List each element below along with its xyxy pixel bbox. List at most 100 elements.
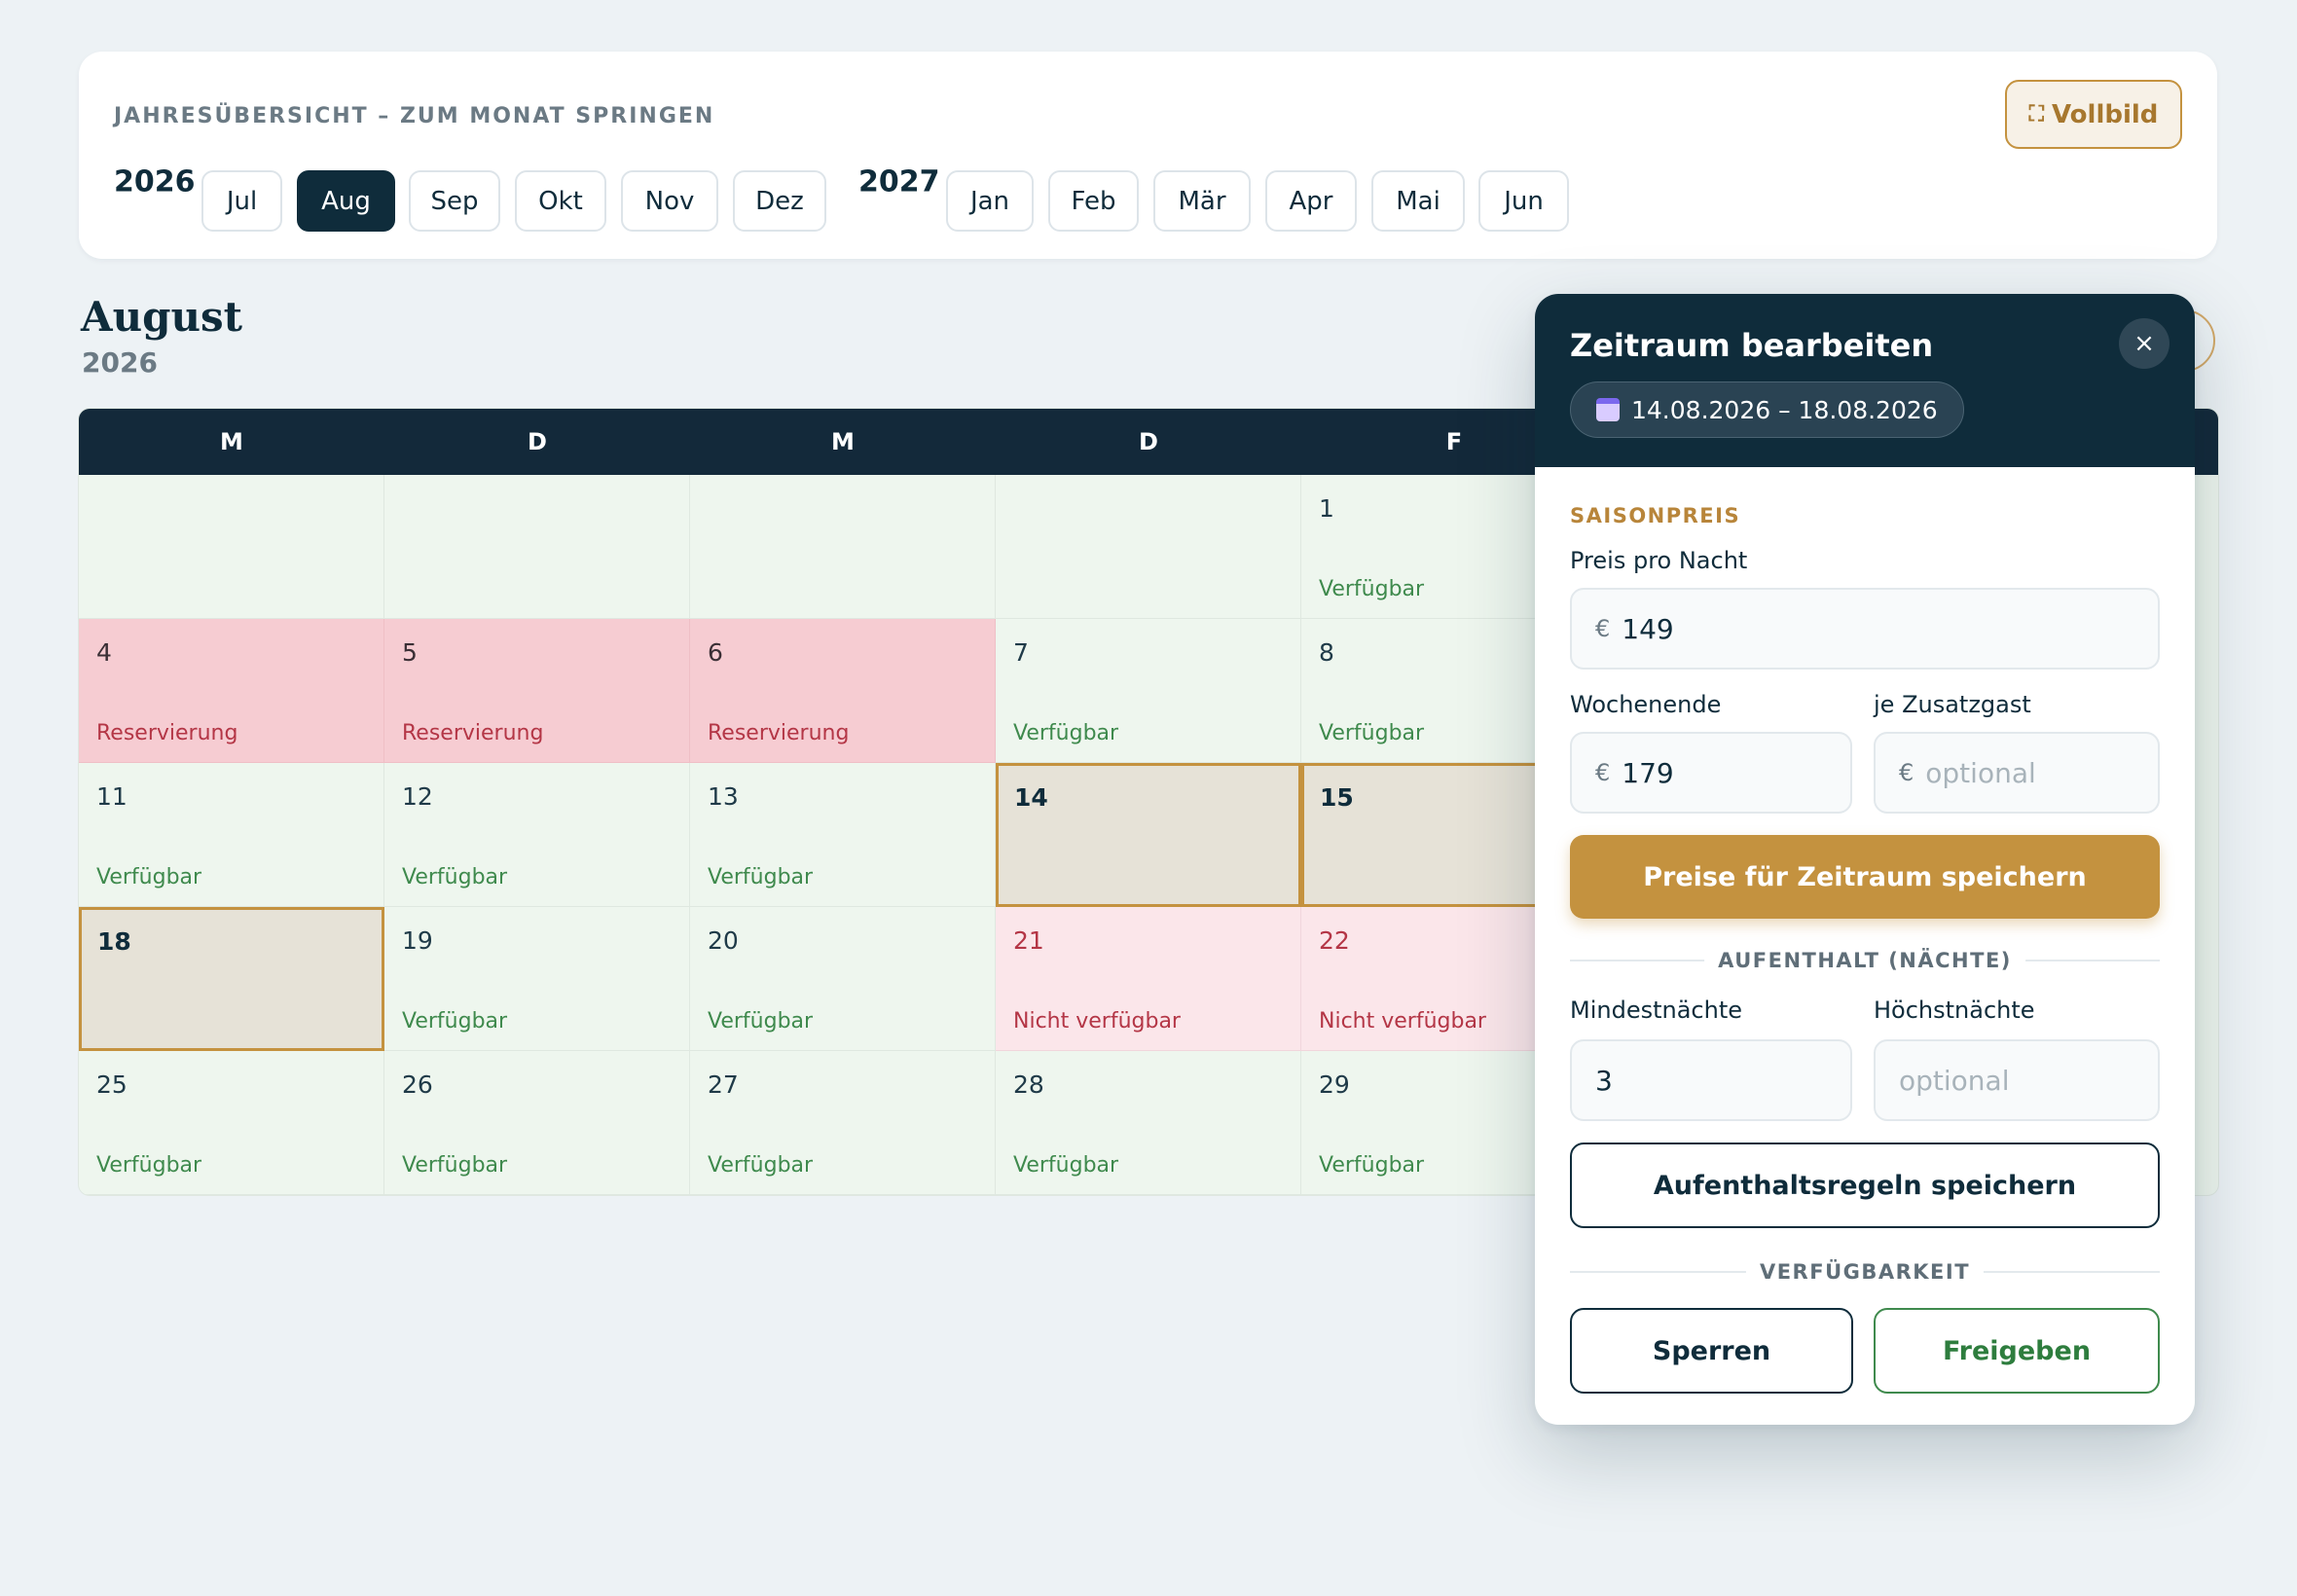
calendar-day-cell[interactable]: 26 Verfügbar	[384, 1051, 690, 1195]
day-status: Nicht verfügbar	[1319, 1009, 1486, 1034]
weekday-label: M	[831, 428, 855, 455]
day-status: Verfügbar	[402, 1009, 508, 1034]
date-range-pill: 14.08.2026 – 18.08.2026	[1570, 381, 1964, 438]
calendar-day-cell	[996, 475, 1301, 619]
month-button-jun[interactable]: Jun	[1478, 170, 1569, 232]
weekday-label: M	[220, 428, 243, 455]
fullscreen-label: Vollbild	[2051, 99, 2159, 129]
day-number: 22	[1319, 926, 1350, 955]
calendar-day-cell[interactable]: 7 Verfügbar	[996, 619, 1301, 763]
calendar-day-cell[interactable]: 11 Verfügbar	[79, 763, 384, 907]
month-button-maer[interactable]: Mär	[1153, 170, 1251, 232]
day-number: 11	[96, 782, 128, 811]
availability-section-label: VERFÜGBARKEIT	[1745, 1260, 1985, 1284]
month-button-feb[interactable]: Feb	[1048, 170, 1139, 232]
calendar-day-cell[interactable]: 6 Reservierung	[690, 619, 996, 763]
day-number: 8	[1319, 638, 1334, 667]
save-stay-rules-button[interactable]: Aufenthaltsregeln speichern	[1570, 1143, 2160, 1228]
calendar-icon	[1596, 398, 1620, 421]
max-nights-label: Höchstnächte	[1874, 997, 2035, 1024]
day-status: Verfügbar	[96, 1153, 202, 1178]
fullscreen-button[interactable]: ⛶ Vollbild	[2005, 80, 2182, 149]
day-status: Reservierung	[96, 721, 238, 745]
year-overview-title: JAHRESÜBERSICHT – ZUM MONAT SPRINGEN	[114, 104, 715, 128]
close-button[interactable]: ×	[2119, 318, 2169, 369]
day-status: Verfügbar	[1319, 1153, 1425, 1178]
calendar-day-cell[interactable]: 18	[79, 907, 384, 1051]
extra-guest-label: je Zusatzgast	[1874, 691, 2031, 718]
month-button-dez[interactable]: Dez	[733, 170, 826, 232]
day-status: Verfügbar	[708, 865, 814, 889]
month-year: 2026	[82, 346, 158, 379]
extra-guest-price-input[interactable]: € optional	[1874, 732, 2160, 814]
min-nights-label: Mindestnächte	[1570, 997, 1742, 1024]
month-button-sep[interactable]: Sep	[409, 170, 500, 232]
calendar-day-cell	[690, 475, 996, 619]
month-button-aug[interactable]: Aug	[297, 170, 395, 232]
release-button[interactable]: Freigeben	[1874, 1308, 2160, 1394]
day-number: 28	[1013, 1070, 1044, 1099]
panel-title: Zeitraum bearbeiten	[1570, 327, 1934, 364]
day-number: 20	[708, 926, 739, 955]
price-per-night-value: 149	[1622, 612, 1674, 645]
calendar-day-cell[interactable]: 12 Verfügbar	[384, 763, 690, 907]
edit-range-panel: Zeitraum bearbeiten × 14.08.2026 – 18.08…	[1535, 294, 2195, 1425]
stay-section-label: AUFENTHALT (NÄCHTE)	[1704, 949, 2025, 972]
day-status: Verfügbar	[402, 1153, 508, 1178]
day-number: 5	[402, 638, 418, 667]
month-button-jan[interactable]: Jan	[946, 170, 1034, 232]
calendar-day-cell[interactable]: 4 Reservierung	[79, 619, 384, 763]
month-button-okt[interactable]: Okt	[515, 170, 606, 232]
weekday-label: F	[1445, 428, 1463, 455]
calendar-day-cell[interactable]: 19 Verfügbar	[384, 907, 690, 1051]
day-status: Verfügbar	[96, 865, 202, 889]
day-number: 15	[1320, 783, 1354, 812]
day-number: 29	[1319, 1070, 1350, 1099]
weekend-label: Wochenende	[1570, 691, 1722, 718]
currency-symbol: €	[1899, 759, 1914, 786]
day-status: Verfügbar	[402, 865, 508, 889]
min-nights-input[interactable]: 3	[1570, 1039, 1852, 1121]
max-nights-input[interactable]: optional	[1874, 1039, 2160, 1121]
save-prices-button[interactable]: Preise für Zeitraum speichern	[1570, 835, 2160, 919]
day-number: 12	[402, 782, 433, 811]
day-number: 26	[402, 1070, 433, 1099]
day-status: Verfügbar	[708, 1153, 814, 1178]
day-number: 6	[708, 638, 723, 667]
calendar-day-cell[interactable]: 20 Verfügbar	[690, 907, 996, 1051]
month-button-mai[interactable]: Mai	[1371, 170, 1465, 232]
day-number: 19	[402, 926, 433, 955]
max-nights-placeholder: optional	[1899, 1064, 2010, 1097]
currency-symbol: €	[1595, 615, 1611, 642]
calendar-day-cell[interactable]: 14	[996, 763, 1301, 907]
panel-header: Zeitraum bearbeiten × 14.08.2026 – 18.08…	[1535, 294, 2195, 467]
day-number: 7	[1013, 638, 1029, 667]
day-number: 27	[708, 1070, 739, 1099]
year-label-2027: 2027	[858, 164, 940, 200]
day-status: Verfügbar	[1013, 721, 1119, 745]
calendar-day-cell[interactable]: 27 Verfügbar	[690, 1051, 996, 1195]
month-button-nov[interactable]: Nov	[621, 170, 718, 232]
month-button-jul[interactable]: Jul	[201, 170, 282, 232]
calendar-day-cell[interactable]: 5 Reservierung	[384, 619, 690, 763]
fullscreen-icon: ⛶	[2028, 102, 2044, 127]
calendar-day-cell[interactable]: 25 Verfügbar	[79, 1051, 384, 1195]
price-per-night-input[interactable]: € 149	[1570, 588, 2160, 670]
weekend-price-input[interactable]: € 179	[1570, 732, 1852, 814]
stay-section-divider: AUFENTHALT (NÄCHTE)	[1570, 949, 2160, 972]
extra-guest-placeholder: optional	[1925, 756, 2036, 789]
calendar-day-cell	[79, 475, 384, 619]
calendar-day-cell[interactable]: 13 Verfügbar	[690, 763, 996, 907]
day-status: Verfügbar	[1319, 577, 1425, 601]
day-number: 14	[1014, 783, 1048, 812]
month-button-apr[interactable]: Apr	[1265, 170, 1357, 232]
day-status: Verfügbar	[1319, 721, 1425, 745]
block-button[interactable]: Sperren	[1570, 1308, 1853, 1394]
weekday-label: D	[1139, 428, 1158, 455]
date-range-text: 14.08.2026 – 18.08.2026	[1631, 395, 1938, 424]
calendar-day-cell[interactable]: 28 Verfügbar	[996, 1051, 1301, 1195]
day-number: 1	[1319, 494, 1334, 523]
day-status: Verfügbar	[708, 1009, 814, 1034]
calendar-day-cell[interactable]: 21 Nicht verfügbar	[996, 907, 1301, 1051]
calendar-day-cell	[384, 475, 690, 619]
